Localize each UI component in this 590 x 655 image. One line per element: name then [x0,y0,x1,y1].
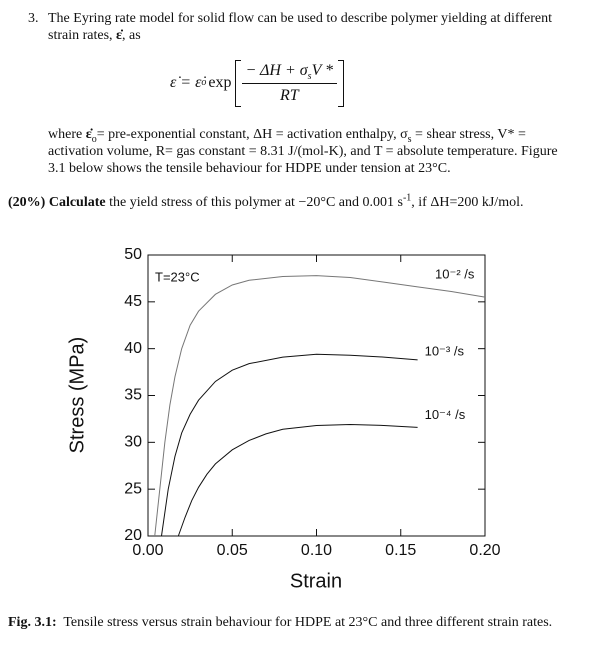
chart: Stress (MPa) Strain T=23°C 20 25 30 35 40 45 5… [66,246,500,592]
symbol: ε̇ [85,127,92,142]
text: , if ΔH=200 kJ/mol. [411,195,524,210]
intro: The Eyring rate model for solid flow can… [48,10,583,44]
caption: Fig. 3.1: Tensile stress versus strain b… [8,614,588,631]
y-tick-label: 35 [124,387,142,404]
eq-sub: s [307,70,312,82]
x-tick-label: 0.15 [385,542,416,559]
sup: -1 [402,192,412,204]
series-line [154,275,486,537]
where: where ε̇o= pre-exponential constant, ΔH … [48,126,578,177]
y-tick-label: 20 [124,527,142,544]
x-axis-label: Strain [290,570,342,592]
text: The Eyring rate model for solid flow can… [48,11,552,43]
equation: ε̇ = ε̇ o exp − ΔH + σsV * RT [170,58,345,108]
caption-text: Tensile stress versus strain behaviour f… [63,615,553,630]
annotation: T=23°C [155,269,200,284]
text: = shear stress, V* = activation volume, … [48,127,558,176]
text: = pre-exponential constant, ΔH = activat… [96,127,408,142]
text: the yield stress of this polymer at −20°… [105,195,403,210]
symbol: ε̇ [116,28,123,43]
y-tick-label: 25 [124,480,142,497]
series-line [160,353,418,537]
caption-label: Fig. 3.1: [8,615,57,630]
series-label: 10⁻³ /s [425,343,465,358]
weight: (20%) [8,195,46,210]
text: where [48,127,86,142]
sub: o [91,133,97,145]
y-tick-label: 50 [124,246,142,263]
y-tick-label: 30 [124,434,142,451]
eq-text: V * [311,61,334,79]
verb: Calculate [48,195,106,210]
series-label: 10⁻⁴ /s [425,407,466,422]
eq-lhs: ε̇ = ε̇ [170,74,202,91]
x-tick-label: 0.10 [301,542,332,559]
eq-bracket: − ΔH + σsV * RT [234,59,345,107]
sub: s [407,133,412,145]
text: , as [122,28,141,43]
plot-frame [147,254,486,537]
question-number: 3. [28,11,39,26]
eq-numerator: − ΔH + σsV * [241,61,338,84]
y-tick-label: 40 [124,340,142,357]
y-tick-label: 45 [124,293,142,310]
eq-denominator: RT [279,86,299,104]
series-line [177,424,418,537]
x-tick-label: 0.00 [132,542,163,559]
question: (20%) Calculate the yield stress of this… [8,192,588,211]
x-tick-label: 0.20 [469,542,500,559]
eq-func: exp [208,74,232,91]
series-label: 10⁻² /s [435,267,475,282]
y-axis-label: Stress (MPa) [66,337,88,454]
eq-text: − ΔH + σ [245,61,308,79]
x-tick-label: 0.05 [217,542,248,559]
